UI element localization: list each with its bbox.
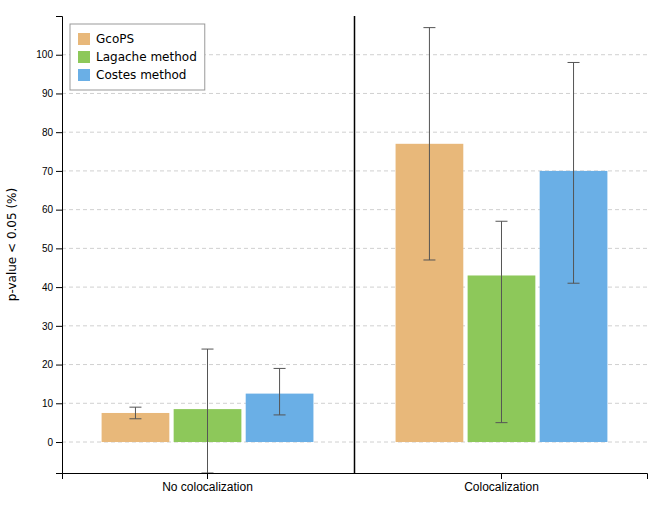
tick-mark [56,403,62,404]
tick: Colocalization [464,473,539,494]
legend-item: Lagache method [78,50,197,64]
tick-mark [56,93,62,94]
legend: GcoPS Lagache method Costes method [70,24,205,90]
tick-label: 10 [42,398,54,409]
tick-label: 90 [42,88,54,99]
legend-swatch [78,33,90,45]
error-cap-low [568,283,580,284]
tick-label: 60 [42,204,54,215]
legend-label: GcoPS [96,32,134,46]
tick: 50 [42,243,62,254]
series [246,171,608,442]
tick: 90 [42,88,62,99]
tick: 40 [42,282,62,293]
tick: 30 [42,321,62,332]
legend-items: GcoPS Lagache method Costes method [78,32,197,82]
error-bar [501,221,502,422]
tick-label: 40 [42,282,54,293]
error-bar [135,407,136,419]
x-axis: No colocalization Colocalization [63,473,648,494]
legend-item: GcoPS [78,32,134,46]
legend-label: Costes method [96,68,186,82]
tick-label: No colocalization [162,480,253,494]
tick-label: 0 [47,437,53,448]
error-cap-low [129,418,141,419]
tick: 60 [42,204,62,215]
tick: No colocalization [162,473,253,494]
error-bar [429,28,430,260]
tick-label: 70 [42,166,54,177]
error-cap-high [202,349,214,350]
error-bar [207,349,208,473]
tick-mark [207,473,208,479]
tick-mark [56,171,62,172]
error-bar [279,368,280,414]
tick: 20 [42,359,62,370]
tick-mark [56,326,62,327]
tick-mark [56,365,62,366]
tick-label: Colocalization [464,480,539,494]
tick-mark [56,287,62,288]
tick-mark [56,210,62,211]
tick: 100 [36,49,62,60]
tick-label: 20 [42,359,54,370]
error-cap-high [495,221,507,222]
tick: 80 [42,127,62,138]
legend-swatch [78,69,90,81]
tick-label: 30 [42,321,54,332]
series [102,144,464,442]
plot: 0 10 20 30 40 50 60 70 80 90 100 No colocalization C… [36,16,647,494]
legend-item: Costes method [78,68,186,82]
error-cap-low [423,259,435,260]
y-axis-title: p-value < 0.05 (%) [5,188,19,301]
tick: 10 [42,398,62,409]
error-cap-high [274,368,286,369]
chart: 0 10 20 30 40 50 60 70 80 90 100 No colocalization C… [0,0,663,509]
tick-mark [56,55,62,56]
tick-mark [56,132,62,133]
error-cap-low [274,414,286,415]
legend-label: Lagache method [96,50,197,64]
tick: 70 [42,166,62,177]
axis-line [56,17,63,474]
tick-mark [56,248,62,249]
error-bar [573,62,574,283]
y-axis: 0 10 20 30 40 50 60 70 80 90 100 [36,17,62,474]
tick-mark [56,442,62,443]
error-cap-low [202,473,214,474]
legend-swatch [78,51,90,63]
tick-mark [501,473,502,479]
error-cap-low [495,422,507,423]
error-cap-high [423,27,435,28]
tick-label: 80 [42,127,54,138]
axis-line [63,474,648,480]
tick: 0 [47,437,62,448]
divider [354,16,356,473]
error-cap-high [129,407,141,408]
error-cap-high [568,62,580,63]
legend-frame [70,24,205,90]
tick-label: 50 [42,243,54,254]
tick-label: 100 [36,49,53,60]
